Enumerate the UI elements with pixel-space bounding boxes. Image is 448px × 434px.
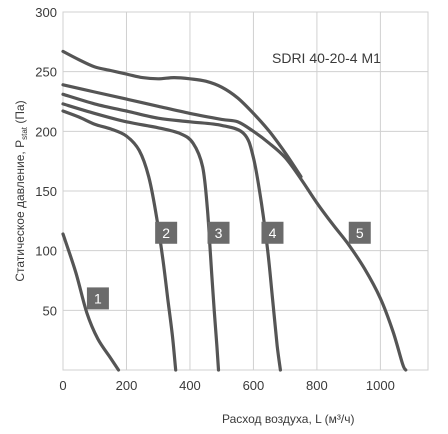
x-tick-label: 0 bbox=[59, 378, 66, 393]
x-axis-title: Расход воздуха, L (м³/ч) bbox=[222, 412, 355, 426]
fan-curve-3 bbox=[61, 102, 221, 372]
curve-label-1: 1 bbox=[86, 287, 109, 310]
y-tick-label: 300 bbox=[35, 5, 57, 20]
x-tick-label: 1000 bbox=[366, 378, 395, 393]
y-axis-title-main: Статическое давление, P bbox=[13, 140, 27, 282]
badge-layer: 1 2 3 4 5 bbox=[86, 221, 371, 310]
x-tick-label: 800 bbox=[306, 378, 328, 393]
plot-frame bbox=[62, 11, 429, 371]
curve-label-text: 5 bbox=[356, 225, 364, 241]
y-tick-label: 50 bbox=[43, 303, 57, 318]
curve-label-5: 5 bbox=[348, 221, 371, 244]
y-tick-label: 100 bbox=[35, 244, 57, 259]
y-tick-label: 200 bbox=[35, 124, 57, 139]
fan-curve-6 bbox=[61, 49, 303, 179]
curve-label-text: 3 bbox=[215, 225, 223, 241]
y-tick-label: 150 bbox=[35, 184, 57, 199]
y-axis-title-unit-text: (Па) bbox=[13, 100, 27, 123]
curve-label-2: 2 bbox=[155, 221, 178, 244]
y-axis-title: Статическое давление, Pstat (Па) bbox=[13, 100, 29, 281]
x-tick-label: 600 bbox=[243, 378, 265, 393]
x-tick-label: 400 bbox=[179, 378, 201, 393]
curve-label-text: 2 bbox=[162, 225, 170, 241]
curve-label-text: 1 bbox=[94, 290, 102, 306]
curve-label-4: 4 bbox=[261, 221, 284, 244]
curve-label-box bbox=[261, 221, 284, 244]
fan-curve-2 bbox=[61, 109, 178, 372]
y-tick-label: 250 bbox=[35, 65, 57, 80]
curve-label-box bbox=[348, 221, 371, 244]
curve-label-box bbox=[86, 287, 109, 310]
fan-curve-4 bbox=[61, 92, 282, 372]
curve-label-box bbox=[155, 221, 178, 244]
y-axis-title-sub: stat bbox=[20, 126, 29, 140]
fan-curve-1 bbox=[61, 232, 121, 372]
chart-title: SDRI 40-20-4 M1 bbox=[272, 50, 381, 66]
curve-label-text: 4 bbox=[269, 225, 277, 241]
curve-label-box bbox=[207, 221, 230, 244]
x-tick-label: 200 bbox=[116, 378, 138, 393]
curve-layer bbox=[61, 49, 408, 372]
svg-text:Статическое давление, Pstat (П: Статическое давление, Pstat (Па) bbox=[13, 100, 29, 281]
tick-layer: 50 100 150 200 250 300 0 200 400 600 800 1000 bbox=[35, 5, 395, 393]
curve-label-3: 3 bbox=[207, 221, 230, 244]
fan-curve-5 bbox=[61, 83, 408, 372]
